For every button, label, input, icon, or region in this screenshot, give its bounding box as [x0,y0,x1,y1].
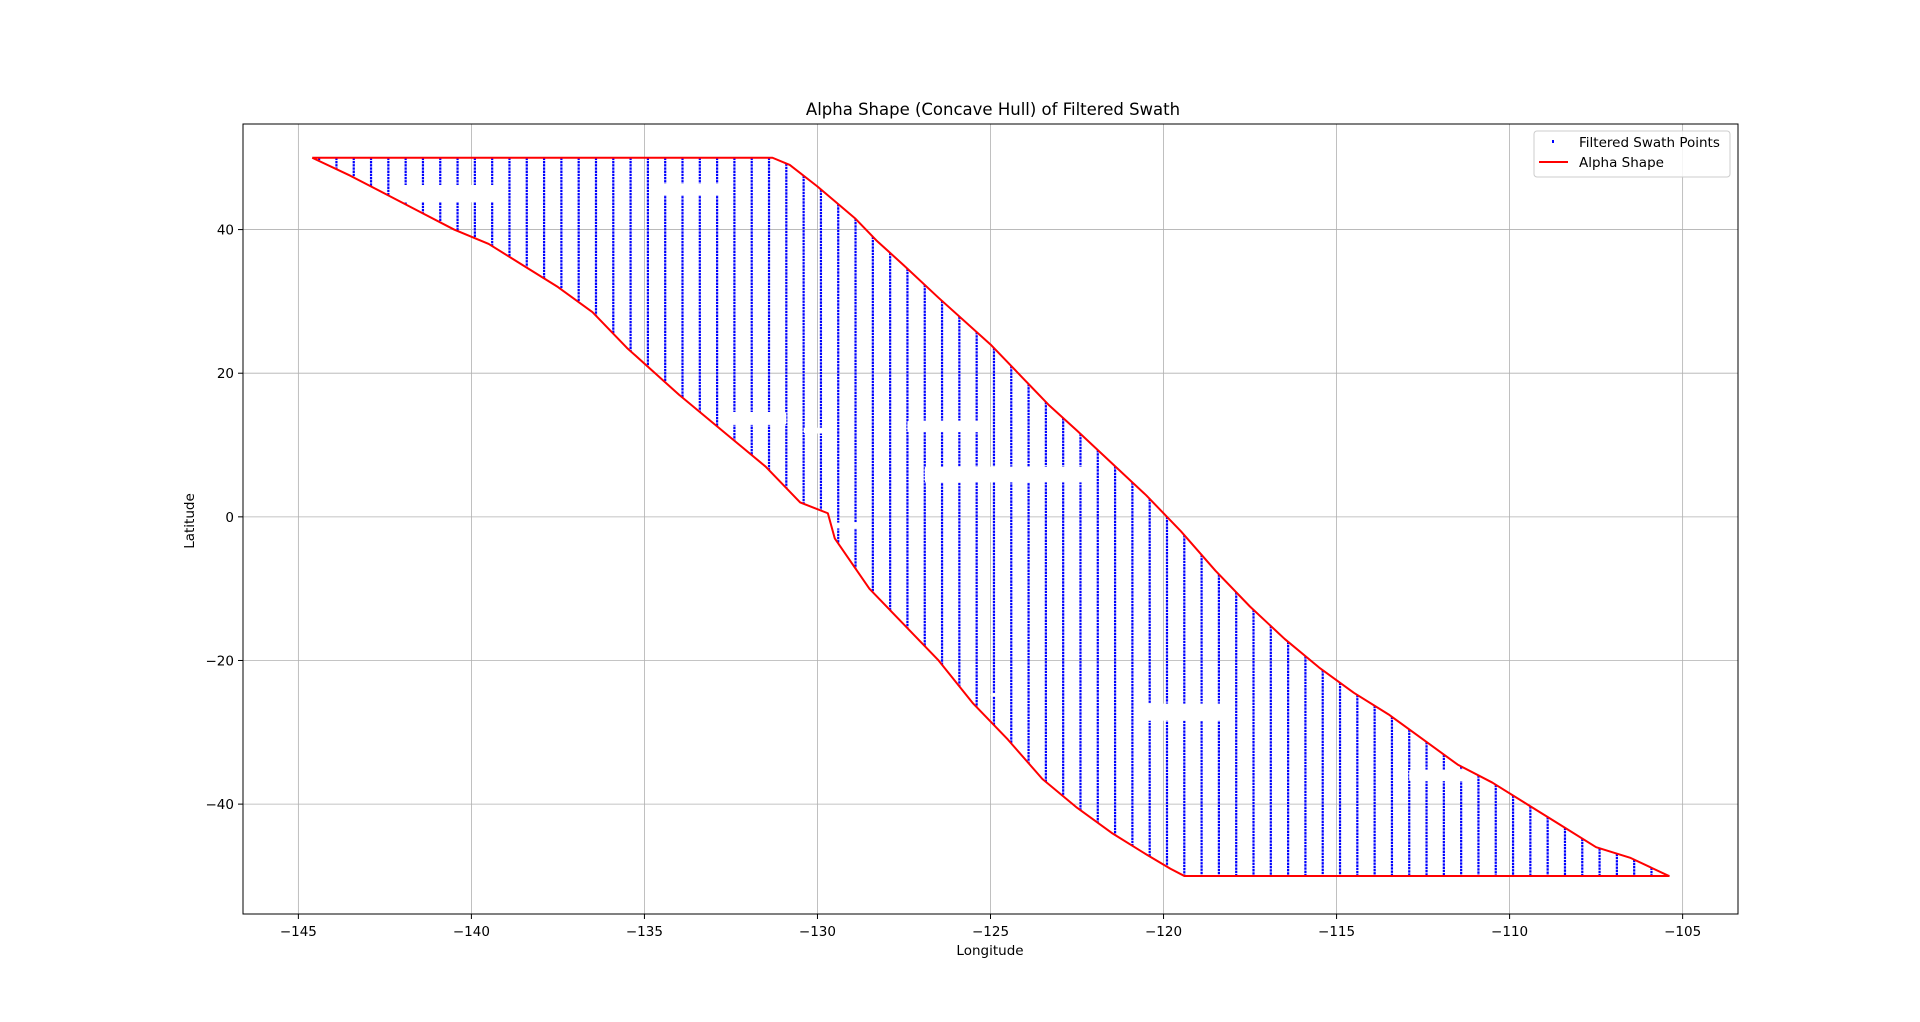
swath-gap [803,427,832,434]
y-axis-ticks: −40 −20 0 20 40 [206,223,243,813]
swath-gap [1409,769,1475,782]
legend: Filtered Swath Points Alpha Shape [1533,130,1731,178]
x-tick-label: −110 [1491,924,1528,940]
x-tick-label: −120 [1145,924,1182,940]
swath-gap [658,183,721,196]
x-tick-label: −125 [972,924,1009,940]
alpha-shape-line [311,156,1670,877]
x-tick-label: −105 [1664,924,1701,940]
x-tick-label: −145 [280,924,317,940]
swath-gap [924,466,1095,483]
x-tick-label: −140 [453,924,490,940]
legend-points-marker [1552,140,1554,143]
y-tick-label: −40 [206,797,235,813]
y-tick-label: 0 [225,510,234,526]
swath-gap [831,522,859,529]
filtered-swath-points [318,157,1653,876]
swath-gap [1146,703,1226,721]
x-tick-label: −135 [626,924,663,940]
y-tick-label: 40 [217,223,234,239]
x-tick-label: −130 [799,924,836,940]
plot-area [311,156,1670,877]
swath-gap [720,411,787,425]
legend-label-points: Filtered Swath Points [1579,135,1720,151]
legend-label-alpha-shape: Alpha Shape [1579,155,1664,171]
y-tick-label: 20 [217,366,234,382]
swath-gap [990,693,1005,697]
grid [243,124,1738,914]
y-axis-label: Latitude [182,493,198,549]
swath-gaps [402,183,1475,782]
legend-box [1533,130,1731,178]
chart-title: Alpha Shape (Concave Hull) of Filtered S… [806,100,1180,119]
x-axis-label: Longitude [956,943,1023,959]
x-axis-ticks: −145 −140 −135 −130 −125 −120 −115 −110 −105 [280,914,1701,940]
x-tick-label: −115 [1318,924,1355,940]
swath-gap [402,185,507,203]
y-tick-label: −20 [206,653,235,669]
swath-gap [907,420,981,433]
